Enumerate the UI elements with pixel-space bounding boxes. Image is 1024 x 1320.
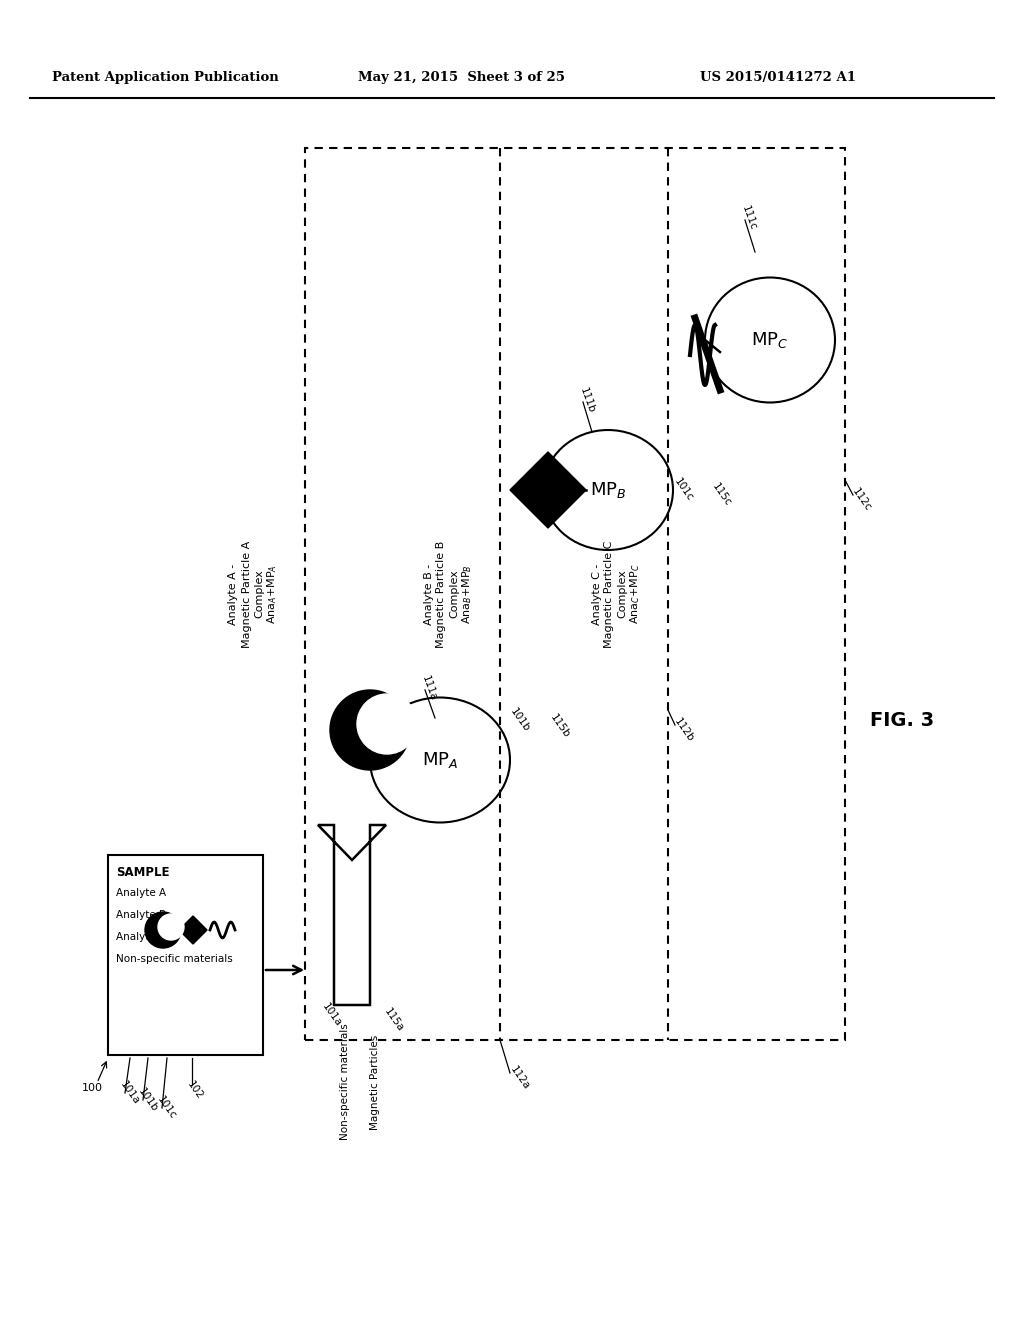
Text: 112a: 112a: [508, 1064, 531, 1092]
Text: 101b: 101b: [508, 706, 531, 734]
Circle shape: [357, 694, 417, 754]
Text: MP$_A$: MP$_A$: [422, 750, 458, 770]
Circle shape: [158, 913, 184, 940]
Text: 112b: 112b: [672, 717, 695, 743]
Text: Analyte A: Analyte A: [116, 888, 166, 898]
Text: US 2015/0141272 A1: US 2015/0141272 A1: [700, 71, 856, 84]
Text: Analyte A -: Analyte A -: [228, 564, 239, 624]
Text: 115c: 115c: [710, 482, 733, 508]
Text: 111c: 111c: [740, 205, 758, 232]
Text: May 21, 2015  Sheet 3 of 25: May 21, 2015 Sheet 3 of 25: [358, 71, 565, 84]
Text: 115a: 115a: [382, 1006, 406, 1034]
Text: 101b: 101b: [136, 1086, 160, 1114]
Text: 101a: 101a: [319, 1002, 343, 1028]
Text: 112c: 112c: [850, 487, 872, 513]
Text: 115b: 115b: [548, 713, 571, 739]
Text: Non-specific materials: Non-specific materials: [116, 954, 232, 964]
Text: SAMPLE: SAMPLE: [116, 866, 170, 879]
Text: Magnetic Particle B: Magnetic Particle B: [436, 540, 446, 648]
Text: Magnetic Particle C: Magnetic Particle C: [604, 540, 614, 648]
Text: Complex: Complex: [450, 570, 460, 618]
Text: Complex: Complex: [255, 570, 264, 618]
Text: 101c: 101c: [672, 477, 695, 503]
Text: FIG. 3: FIG. 3: [870, 710, 934, 730]
Text: 101c: 101c: [155, 1094, 178, 1121]
Text: 111a: 111a: [420, 675, 438, 702]
Bar: [108, 855, 263, 1055]
Text: Non-specific materials: Non-specific materials: [340, 1023, 350, 1140]
Polygon shape: [179, 916, 207, 944]
Circle shape: [330, 690, 410, 770]
Text: Complex: Complex: [617, 570, 628, 618]
Text: Ana$_A$+MP$_A$: Ana$_A$+MP$_A$: [265, 564, 280, 624]
Text: MP$_C$: MP$_C$: [752, 330, 788, 350]
Bar: [305, 148, 845, 1040]
Text: Analyte B -: Analyte B -: [424, 564, 433, 624]
Circle shape: [145, 912, 181, 948]
Text: Ana$_C$+MP$_C$: Ana$_C$+MP$_C$: [629, 564, 642, 624]
Polygon shape: [510, 451, 586, 528]
Text: Magnetic Particles: Magnetic Particles: [370, 1035, 380, 1130]
Text: Analyte C -: Analyte C -: [592, 564, 601, 624]
Text: MP$_B$: MP$_B$: [590, 480, 627, 500]
Text: Analyte B: Analyte B: [116, 909, 166, 920]
Text: 100: 100: [82, 1082, 103, 1093]
Text: 102: 102: [185, 1078, 205, 1101]
Text: 111b: 111b: [578, 385, 596, 414]
Text: Patent Application Publication: Patent Application Publication: [52, 71, 279, 84]
Text: 101a: 101a: [118, 1080, 141, 1106]
Text: Analyte C: Analyte C: [116, 932, 166, 942]
Text: Magnetic Particle A: Magnetic Particle A: [242, 540, 252, 648]
Text: Ana$_B$+MP$_B$: Ana$_B$+MP$_B$: [461, 564, 474, 624]
